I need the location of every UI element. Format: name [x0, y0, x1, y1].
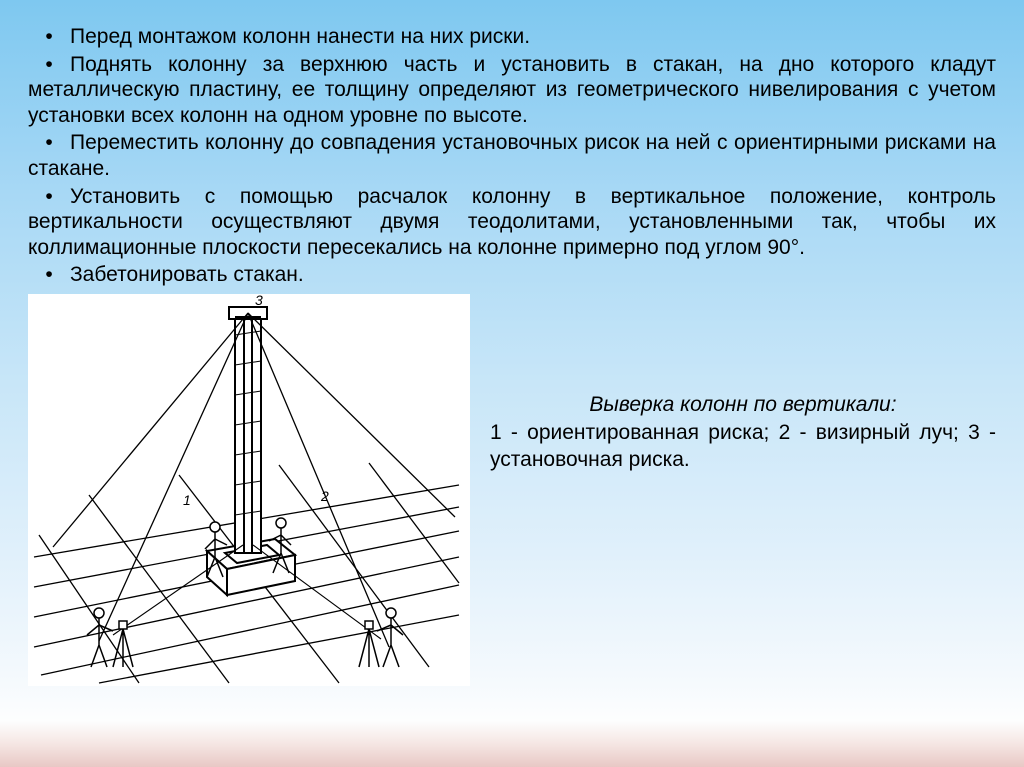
diagram-label-3: 3 — [255, 295, 263, 308]
bullet-item: •Переместить колонну до совпадения устан… — [28, 130, 996, 181]
bullet-item: •Перед монтажом колонн нанести на них ри… — [28, 24, 996, 50]
bullet-text: Перед монтажом колонн нанести на них рис… — [70, 25, 530, 48]
bullet-item: •Забетонировать стакан. — [28, 262, 996, 288]
bullet-item: •Установить с помощью расчалок колонну в… — [28, 184, 996, 261]
column-verification-diagram: 3 1 2 — [29, 295, 469, 685]
diagram-label-2: 2 — [320, 488, 329, 504]
diagram-label-1: 1 — [183, 492, 191, 508]
caption-legend: 1 - ориентированная риска; 2 - визирный … — [490, 420, 996, 473]
bullet-text: Переместить колонну до совпадения устано… — [28, 131, 996, 180]
bullet-list: •Перед монтажом колонн нанести на них ри… — [28, 24, 996, 288]
bullet-text: Установить с помощью расчалок колонну в … — [28, 185, 996, 259]
bullet-text: Поднять колонну за верхнюю часть и устан… — [28, 53, 996, 127]
figure-caption: Выверка колонн по вертикали: 1 - ориенти… — [490, 392, 996, 686]
bullet-item: •Поднять колонну за верхнюю часть и уста… — [28, 52, 996, 129]
bullet-text: Забетонировать стакан. — [70, 263, 304, 286]
diagram-figure: 3 1 2 — [28, 294, 470, 686]
caption-title: Выверка колонн по вертикали: — [490, 392, 996, 418]
